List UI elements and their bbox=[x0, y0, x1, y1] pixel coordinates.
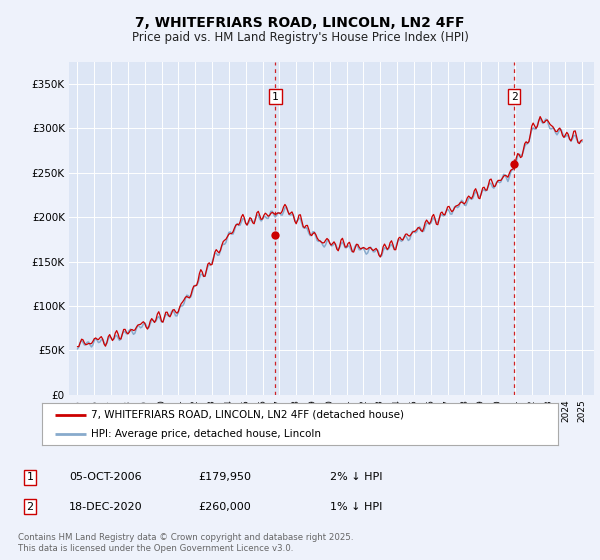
Text: 05-OCT-2006: 05-OCT-2006 bbox=[69, 472, 142, 482]
Text: 1: 1 bbox=[26, 472, 34, 482]
Text: 2: 2 bbox=[26, 502, 34, 512]
Text: 18-DEC-2020: 18-DEC-2020 bbox=[69, 502, 143, 512]
Text: £260,000: £260,000 bbox=[198, 502, 251, 512]
Text: Price paid vs. HM Land Registry's House Price Index (HPI): Price paid vs. HM Land Registry's House … bbox=[131, 31, 469, 44]
Text: HPI: Average price, detached house, Lincoln: HPI: Average price, detached house, Linc… bbox=[91, 429, 321, 439]
Text: 7, WHITEFRIARS ROAD, LINCOLN, LN2 4FF: 7, WHITEFRIARS ROAD, LINCOLN, LN2 4FF bbox=[135, 16, 465, 30]
Text: 1: 1 bbox=[272, 92, 279, 101]
Text: £179,950: £179,950 bbox=[198, 472, 251, 482]
Text: Contains HM Land Registry data © Crown copyright and database right 2025.
This d: Contains HM Land Registry data © Crown c… bbox=[18, 533, 353, 553]
Text: 1% ↓ HPI: 1% ↓ HPI bbox=[330, 502, 382, 512]
Text: 7, WHITEFRIARS ROAD, LINCOLN, LN2 4FF (detached house): 7, WHITEFRIARS ROAD, LINCOLN, LN2 4FF (d… bbox=[91, 409, 404, 419]
Text: 2: 2 bbox=[511, 92, 518, 101]
Text: 2% ↓ HPI: 2% ↓ HPI bbox=[330, 472, 383, 482]
